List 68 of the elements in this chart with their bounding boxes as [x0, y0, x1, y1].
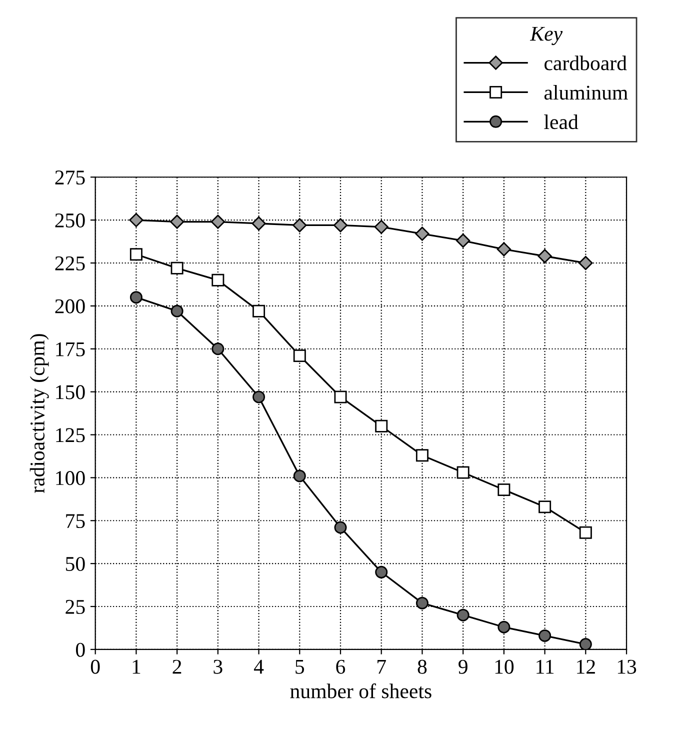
x-tick-label: 7	[378, 660, 386, 674]
x-tick-label: 13	[618, 660, 636, 674]
point	[579, 638, 592, 650]
legend-label: lead	[544, 114, 578, 130]
point	[334, 521, 347, 534]
x-tick-label: 4	[254, 660, 264, 674]
x-tick-label: 6	[336, 660, 346, 674]
point	[498, 483, 510, 496]
x-axis-title: number of sheets	[290, 683, 432, 698]
point	[293, 470, 306, 482]
point	[293, 349, 306, 362]
point	[579, 526, 592, 539]
y-tick-label: 100	[56, 471, 85, 486]
point	[334, 390, 347, 404]
y-tick-label: 200	[55, 299, 85, 314]
point	[374, 220, 388, 234]
point	[333, 218, 348, 232]
point	[578, 256, 593, 270]
point	[375, 566, 388, 578]
point	[416, 596, 428, 610]
x-tick-label: 11	[536, 660, 554, 674]
point	[456, 466, 470, 479]
point	[456, 608, 470, 622]
x-tick-label: 12	[577, 660, 595, 674]
y-tick-label: 50	[66, 556, 85, 571]
x-tick-label: 1	[132, 660, 140, 674]
point	[252, 216, 266, 231]
legend-title: Key	[530, 26, 563, 46]
y-tick-label: 150	[56, 385, 85, 400]
y-tick-label: 250	[55, 213, 85, 228]
point	[416, 449, 428, 462]
point	[170, 304, 184, 318]
point	[456, 234, 470, 248]
point	[375, 420, 388, 432]
y-tick-label: 25	[66, 600, 85, 614]
point	[538, 629, 552, 642]
y-tick-label: 225	[55, 256, 85, 270]
point	[212, 274, 224, 286]
point	[130, 291, 142, 304]
x-tick-label: 5	[296, 660, 304, 674]
y-tick-label: 0	[76, 642, 85, 657]
point	[538, 500, 552, 514]
point	[496, 242, 512, 256]
point	[212, 342, 224, 356]
y-tick-label: 175	[56, 342, 85, 356]
x-tick-label: 2	[172, 660, 182, 674]
point	[130, 248, 142, 261]
point	[170, 214, 184, 229]
point	[252, 304, 266, 318]
x-tick-label: 9	[458, 660, 468, 674]
point	[292, 218, 307, 232]
point	[415, 226, 430, 241]
x-tick-label: 0	[90, 660, 100, 674]
y-tick-label: 125	[56, 428, 85, 442]
point	[252, 390, 266, 404]
point	[498, 620, 510, 634]
legend-label: cardboard	[544, 56, 627, 70]
x-tick-label: 10	[495, 660, 514, 674]
y-tick-label: 275	[55, 170, 85, 185]
point	[210, 214, 225, 229]
point	[129, 212, 144, 228]
y-tick-label: 75	[66, 514, 85, 528]
y-axis-title: radioactivity (cpm)	[30, 334, 49, 493]
legend-label: aluminum	[544, 85, 628, 100]
point	[170, 262, 184, 274]
x-tick-label: 8	[418, 660, 427, 674]
point	[538, 249, 552, 264]
x-tick-label: 3	[214, 660, 222, 674]
